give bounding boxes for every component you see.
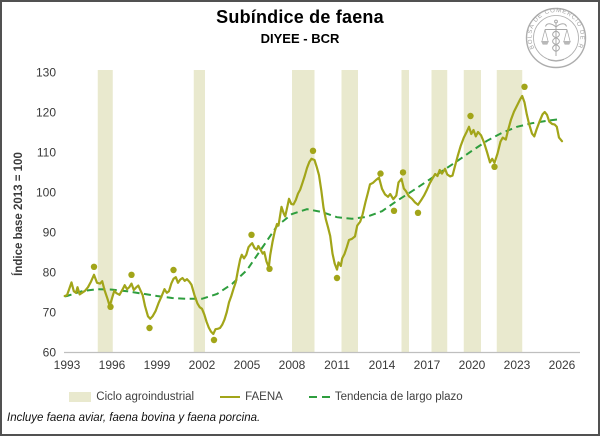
x-tick-label: 2002 bbox=[189, 358, 216, 372]
cycle-band bbox=[463, 70, 481, 352]
x-tick-label: 2008 bbox=[279, 358, 306, 372]
x-tick-label: 1996 bbox=[99, 358, 126, 372]
logo-inner-ring bbox=[533, 15, 579, 61]
cycle-turning-point-dot bbox=[521, 83, 528, 91]
chart-subtitle: DIYEE - BCR bbox=[260, 31, 340, 46]
cycle-turning-point-dot bbox=[170, 266, 177, 274]
x-tick-label: 2011 bbox=[324, 358, 350, 372]
cycle-turning-point-dot bbox=[414, 209, 422, 216]
faena-line bbox=[63, 94, 564, 336]
y-tick-label: 90 bbox=[43, 226, 57, 240]
cycle-band bbox=[496, 70, 523, 352]
cycle-turning-point-dot bbox=[333, 274, 341, 282]
legend-item-ciclo: Ciclo agroindustrial bbox=[69, 391, 194, 403]
cycle-turning-point-dot bbox=[377, 170, 384, 177]
chart-legend: Ciclo agroindustrial FAENA Tendencia de … bbox=[2, 388, 564, 406]
legend-label: Ciclo agroindustrial bbox=[96, 391, 195, 403]
y-tick-label: 100 bbox=[36, 186, 56, 200]
legend-label: Tendencia de largo plazo bbox=[334, 391, 463, 403]
y-tick-label: 110 bbox=[37, 146, 56, 160]
legend-label: FAENA bbox=[245, 391, 283, 403]
legend-item-tendencia: Tendencia de largo plazo bbox=[308, 391, 463, 403]
cycle-turning-point-dot bbox=[146, 324, 153, 332]
bcr-logo: BOLSA DE COMERCIO DE ROSARIO bbox=[524, 6, 587, 69]
y-tick-label: 60 bbox=[43, 346, 57, 360]
y-tick-label: 80 bbox=[43, 266, 57, 280]
y-tick-label: 70 bbox=[43, 306, 57, 320]
x-tick-label: 2020 bbox=[459, 358, 486, 372]
cycle-band bbox=[341, 70, 358, 352]
cycle-turning-point-dot bbox=[491, 163, 498, 170]
x-tick-label: 1993 bbox=[54, 358, 81, 372]
x-tick-label: 2005 bbox=[234, 358, 261, 372]
cycle-turning-point-dot bbox=[390, 207, 398, 214]
y-tick-label: 120 bbox=[36, 106, 56, 120]
x-tick-label: 2023 bbox=[504, 358, 531, 372]
cycle-turning-point-dot bbox=[210, 336, 218, 344]
band-swatch-icon bbox=[69, 392, 92, 402]
logo-outer-ring bbox=[525, 7, 587, 69]
dashed-line-swatch-icon bbox=[308, 395, 330, 399]
caduceus-scales-icon bbox=[541, 19, 571, 62]
cycle-turning-point-dot bbox=[467, 112, 474, 120]
cycle-turning-point-dot bbox=[90, 263, 98, 270]
cycle-turning-point-dot bbox=[248, 231, 255, 238]
cycle-band bbox=[431, 70, 448, 352]
cycle-turning-point-dot bbox=[399, 169, 407, 176]
line-swatch-icon bbox=[220, 395, 241, 399]
x-tick-label: 1999 bbox=[144, 358, 171, 372]
cycle-turning-point-dot bbox=[266, 265, 273, 272]
legend-item-faena: FAENA bbox=[220, 391, 283, 403]
cycle-turning-point-dot bbox=[107, 303, 114, 310]
chart-title: Subíndice de faena bbox=[216, 7, 384, 27]
trend-line bbox=[64, 118, 560, 300]
x-tick-label: 2017 bbox=[414, 358, 441, 372]
footnote: Incluye faena aviar, faena bovina y faen… bbox=[7, 412, 261, 424]
cycle-turning-point-dot bbox=[128, 271, 135, 278]
y-tick-label: 130 bbox=[36, 66, 56, 80]
x-tick-label: 2026 bbox=[549, 358, 576, 372]
cycle-band bbox=[401, 70, 409, 352]
cycle-turning-point-dot bbox=[309, 147, 317, 154]
x-tick-label: 2014 bbox=[369, 358, 396, 372]
y-axis-title: Índice base 2013 = 100 bbox=[13, 152, 25, 276]
cycle-band bbox=[193, 70, 205, 352]
